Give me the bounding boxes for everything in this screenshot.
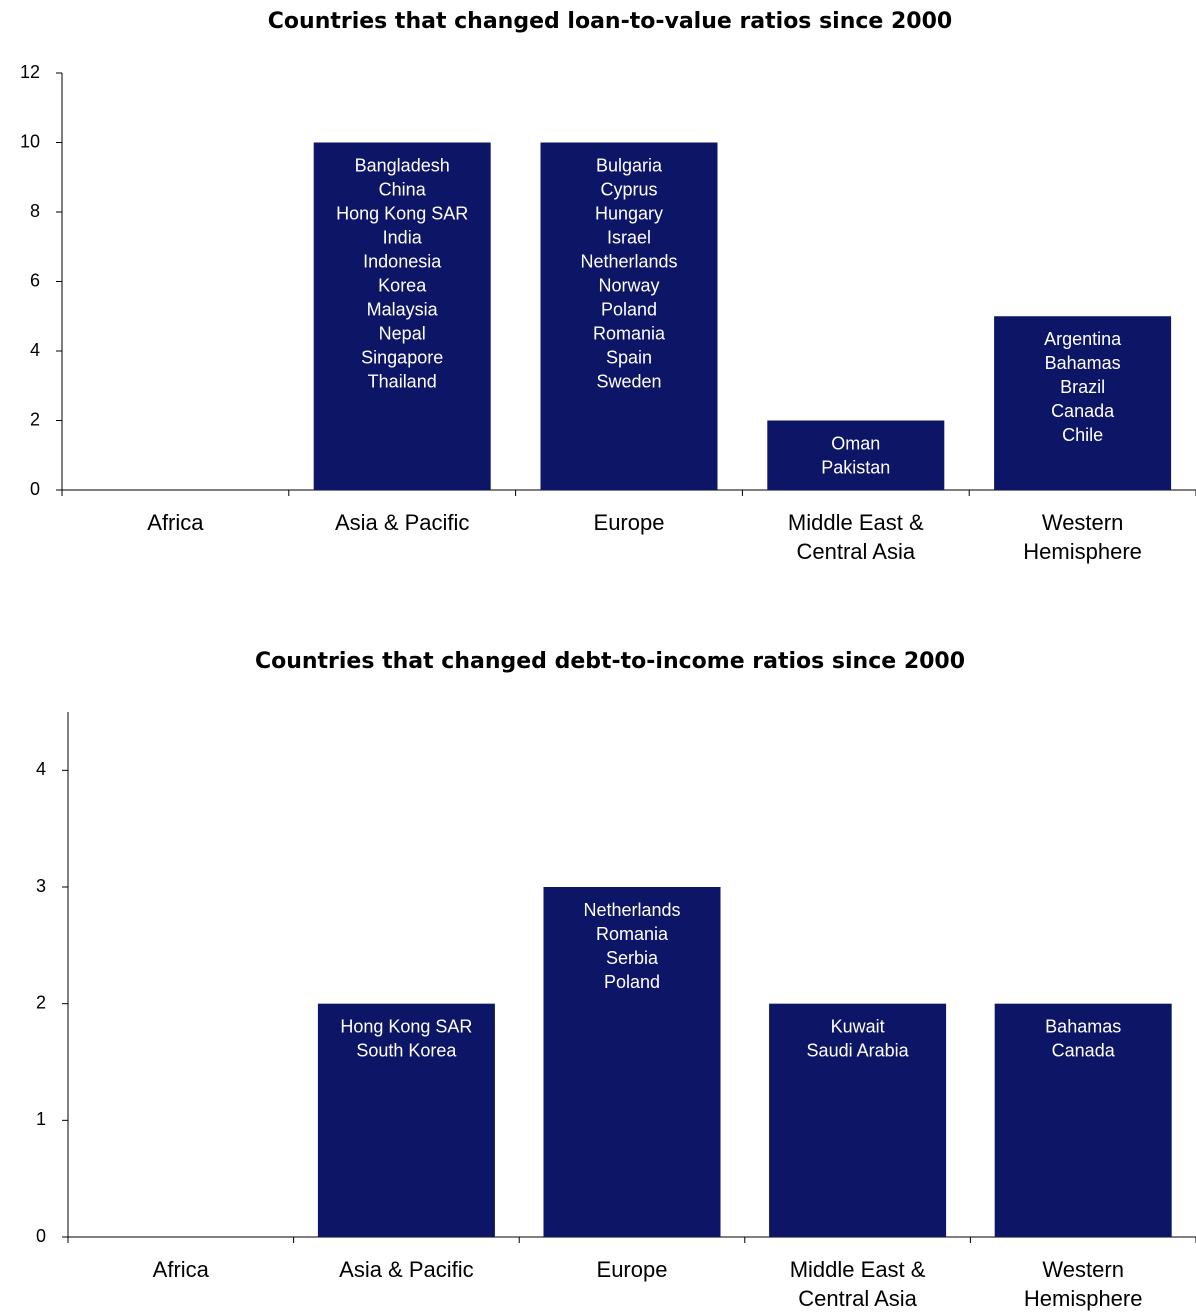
bar-annotation: China: [379, 179, 427, 199]
bar-annotation: Sweden: [596, 371, 661, 391]
bar-annotation: Nepal: [379, 323, 426, 343]
y-tick-label: 0: [36, 1226, 46, 1246]
bar-annotation: Netherlands: [583, 900, 680, 920]
y-tick-label: 6: [30, 270, 40, 290]
bar-annotation: Poland: [604, 972, 660, 992]
y-tick-label: 2: [30, 409, 40, 429]
bar: [540, 142, 718, 490]
bar-annotation: Canada: [1052, 1040, 1116, 1060]
bar: [767, 420, 945, 490]
y-tick-label: 0: [30, 479, 40, 499]
x-tick-label: Western Hemisphere: [1023, 510, 1142, 564]
bar: [317, 1003, 495, 1237]
bar-annotation: Romania: [593, 323, 666, 343]
x-tick-label: Europe: [596, 1257, 668, 1282]
bar: [543, 887, 721, 1237]
x-tick-label: Asia & Pacific: [334, 510, 470, 535]
bar-annotation: India: [383, 227, 423, 247]
chart-title: Countries that changed debt-to-income ra…: [255, 649, 965, 674]
bar-annotation: Brazil: [1060, 377, 1105, 397]
y-tick-label: 8: [30, 201, 40, 221]
bar-annotation: Hong Kong SAR: [340, 1016, 472, 1036]
x-tick-label: Middle East & Central Asia: [789, 1257, 926, 1311]
bar: [313, 142, 491, 490]
bar-annotation: South Korea: [356, 1040, 457, 1060]
bar-annotation: Argentina: [1044, 329, 1122, 349]
bar-annotation: Pakistan: [821, 457, 890, 477]
x-tick-label: Western Hemisphere: [1023, 1257, 1143, 1311]
bar-annotation: Korea: [378, 275, 427, 295]
bar-annotation: Malaysia: [367, 299, 439, 319]
bar-annotation: Spain: [606, 347, 652, 367]
bar-annotation: Singapore: [361, 347, 443, 367]
y-tick-label: 4: [36, 759, 46, 779]
bar-annotation: Kuwait: [831, 1016, 885, 1036]
bar-annotation: Bulgaria: [596, 155, 663, 175]
bar-annotation: Serbia: [606, 948, 659, 968]
bar-annotation: Israel: [607, 227, 651, 247]
bar-annotation: Hong Kong SAR: [336, 203, 468, 223]
bar-annotation: Indonesia: [363, 251, 442, 271]
y-tick-label: 12: [20, 62, 40, 82]
y-tick-label: 2: [36, 992, 46, 1012]
x-tick-label: Asia & Pacific: [339, 1257, 474, 1282]
x-tick-label: Middle East & Central Asia: [787, 510, 924, 564]
bar-annotation: Bahamas: [1045, 353, 1121, 373]
y-tick-label: 4: [30, 340, 40, 360]
bar-annotation: Oman: [831, 433, 880, 453]
bar-annotation: Norway: [598, 275, 659, 295]
x-tick-label: Europe: [593, 510, 665, 535]
bar-annotation: Netherlands: [580, 251, 677, 271]
bar-annotation: Canada: [1051, 401, 1115, 421]
y-tick-label: 10: [20, 131, 40, 151]
bar-annotation: Cyprus: [600, 179, 657, 199]
bar-annotation: Chile: [1062, 425, 1103, 445]
y-tick-label: 1: [36, 1109, 46, 1129]
bar-annotation: Bahamas: [1045, 1016, 1121, 1036]
chart-title: Countries that changed loan-to-value rat…: [268, 9, 952, 34]
bar-annotation: Bangladesh: [355, 155, 450, 175]
y-tick-label: 3: [36, 876, 46, 896]
bar-annotation: Hungary: [595, 203, 663, 223]
bar-annotation: Poland: [601, 299, 657, 319]
bar: [994, 1003, 1172, 1237]
bar: [994, 316, 1172, 490]
x-tick-label: Africa: [152, 1257, 209, 1282]
bar-annotation: Romania: [596, 924, 669, 944]
bar-annotation: Saudi Arabia: [807, 1040, 910, 1060]
bar: [769, 1003, 947, 1237]
x-tick-label: Africa: [147, 510, 204, 535]
bar-annotation: Thailand: [368, 371, 437, 391]
